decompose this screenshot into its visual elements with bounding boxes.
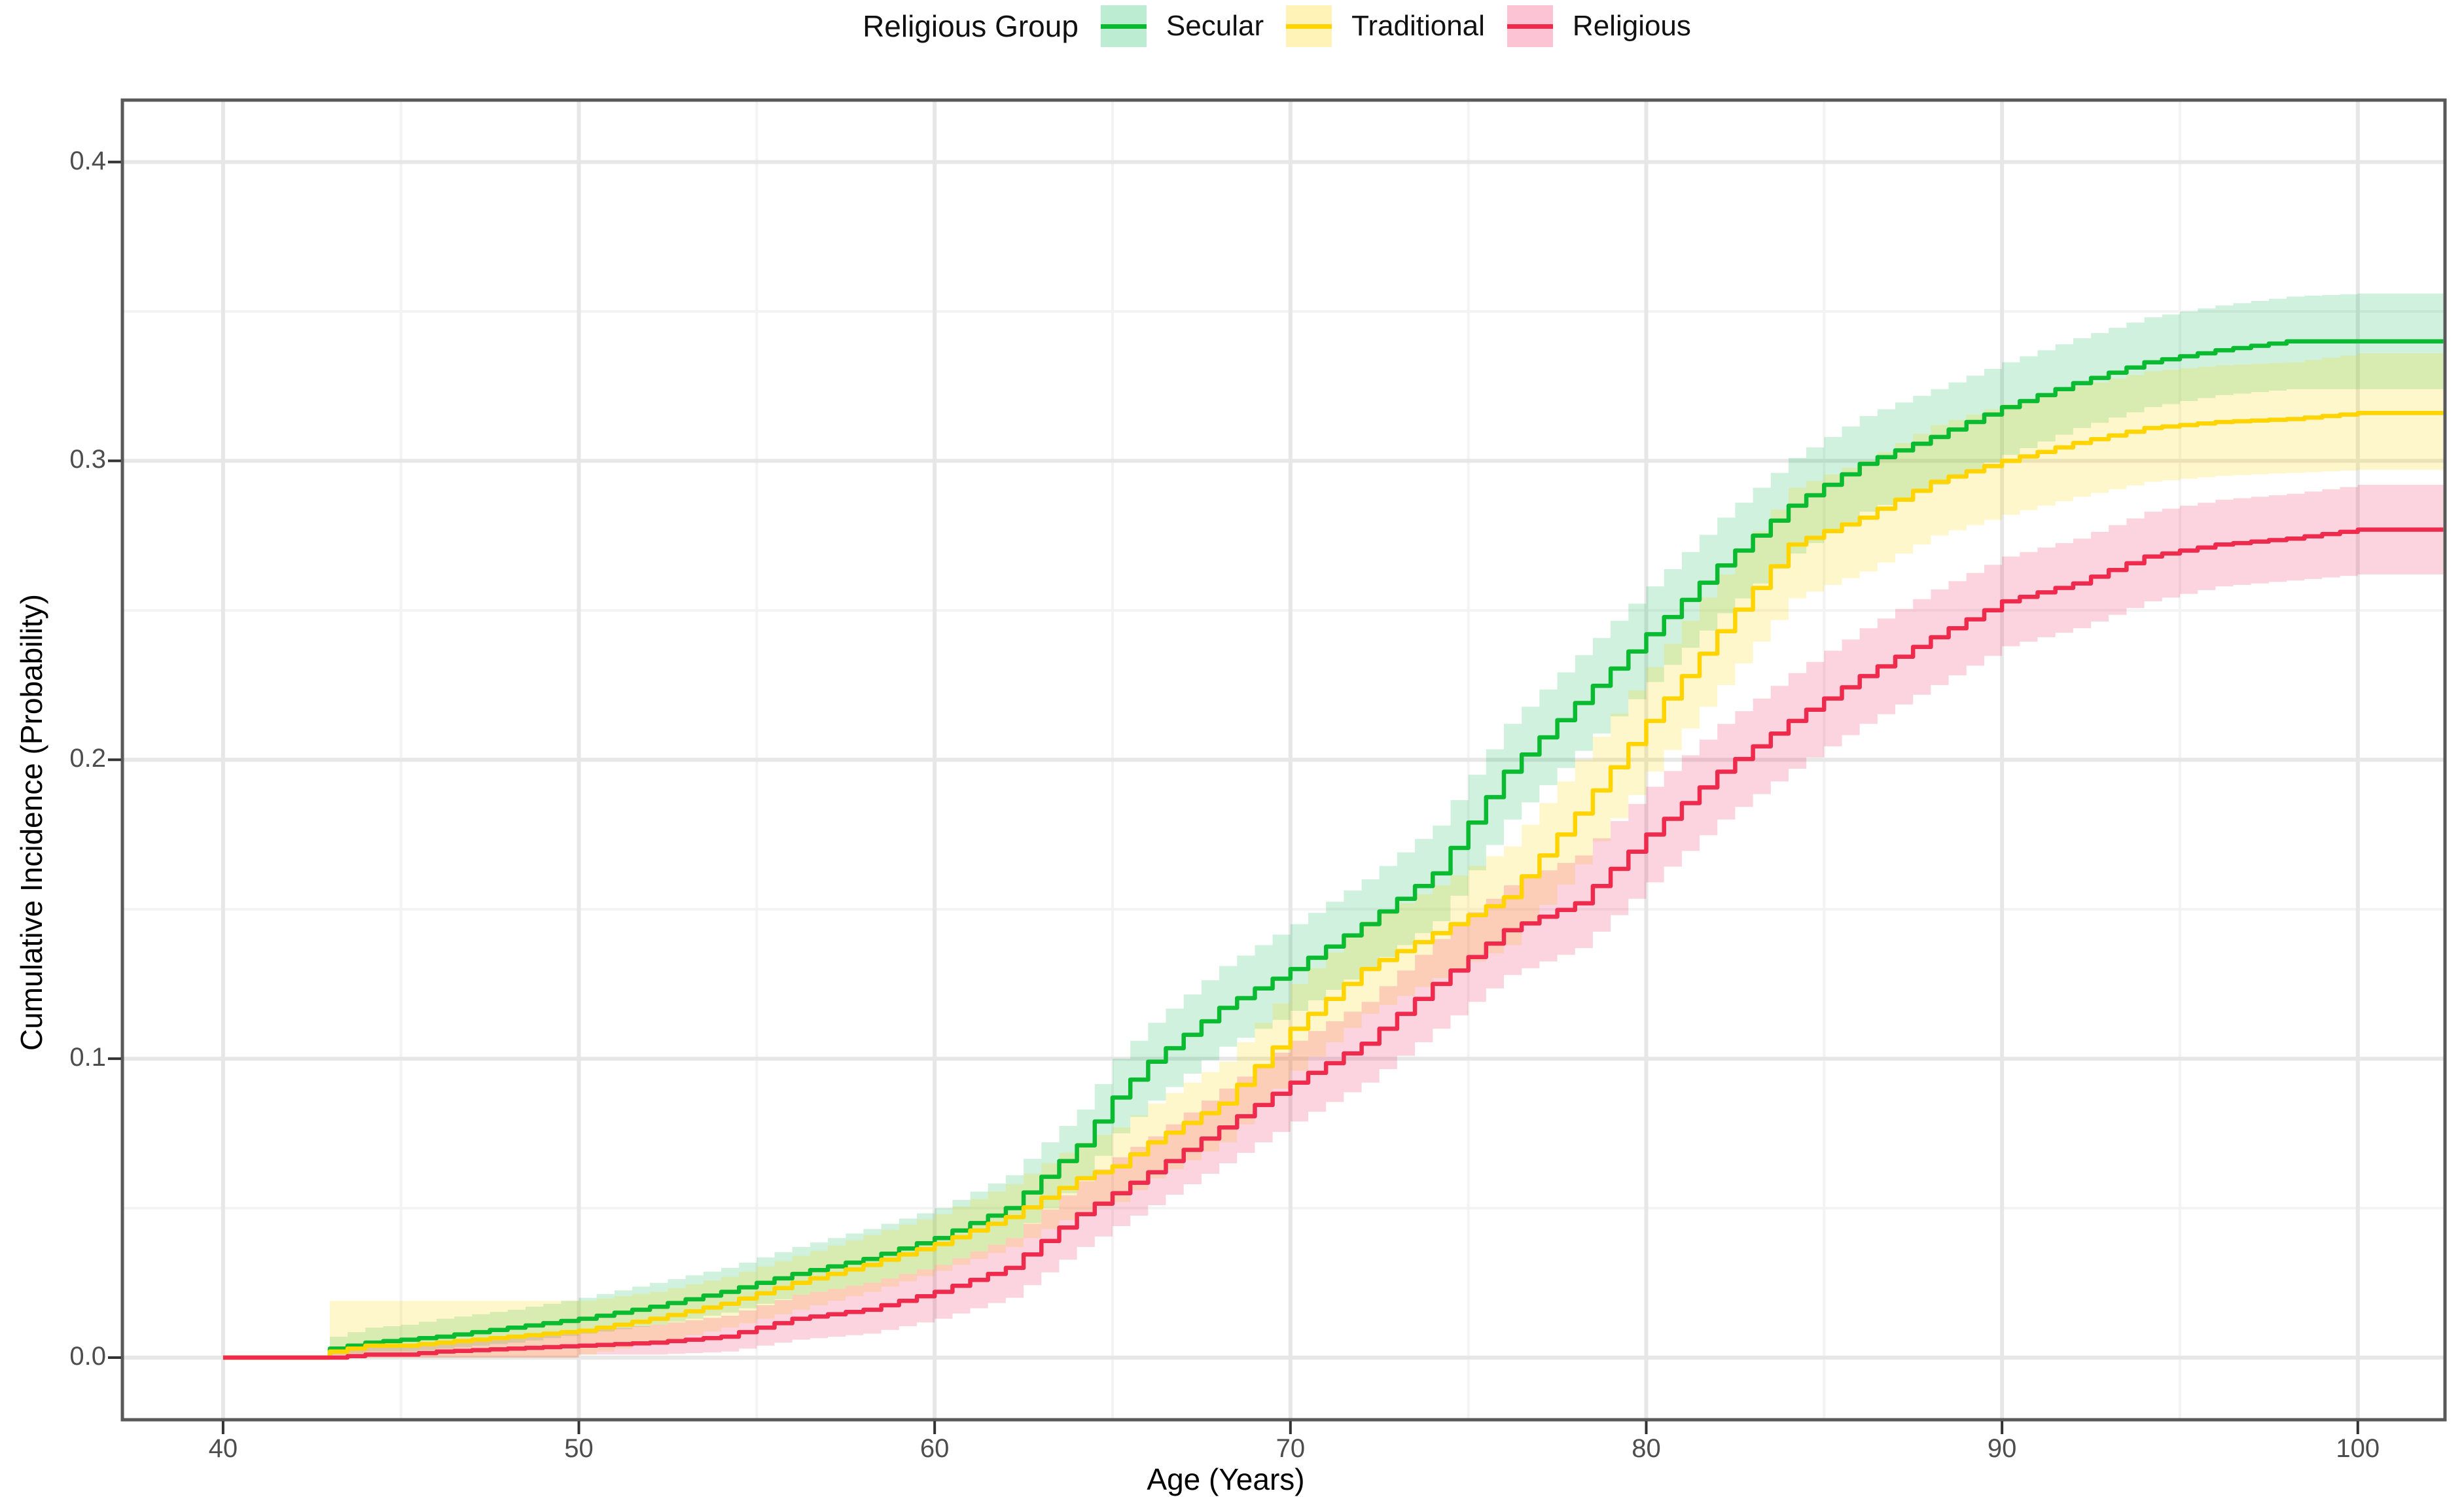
legend-title: Religious Group: [863, 9, 1079, 43]
x-tick-label: 70: [1276, 1434, 1306, 1463]
y-axis-title: Cumulative Incidence (Probability): [14, 594, 48, 1051]
religious-line-icon: [1507, 24, 1553, 29]
religious-curve: [223, 527, 2444, 1360]
legend-item-secular: Secular: [1100, 5, 1264, 47]
legend-label-traditional: Traditional: [1351, 10, 1485, 42]
traditional-confidence-band: [223, 353, 2444, 1358]
x-tick-label: 50: [564, 1434, 594, 1463]
y-tick-label: 0.4: [69, 146, 106, 175]
legend-label-secular: Secular: [1166, 10, 1264, 42]
traditional-line-icon: [1286, 24, 1332, 29]
y-tick-label: 0.3: [69, 445, 106, 474]
x-tick-label: 40: [208, 1434, 238, 1463]
legend-key-religious-swatch: [1507, 5, 1553, 47]
legend: Religious Group Secular Traditional Reli…: [0, 5, 2462, 47]
legend-item-traditional: Traditional: [1286, 5, 1485, 47]
x-tick-label: 100: [2336, 1434, 2380, 1463]
religious-confidence-band: [223, 485, 2444, 1358]
legend-key-traditional-swatch: [1286, 5, 1332, 47]
legend-label-religious: Religious: [1572, 10, 1691, 42]
traditional-curve: [223, 411, 2444, 1360]
x-tick-label: 80: [1632, 1434, 1661, 1463]
secular-line-icon: [1100, 24, 1147, 29]
x-axis-title: Age (Years): [1147, 1462, 1305, 1496]
y-tick-label: 0.1: [69, 1043, 106, 1072]
x-tick-label: 90: [1987, 1434, 2017, 1463]
legend-key-secular-swatch: [1100, 5, 1147, 47]
legend-item-religious: Religious: [1507, 5, 1691, 47]
x-tick-label: 60: [919, 1434, 950, 1463]
y-tick-label: 0.2: [69, 744, 106, 773]
y-tick-label: 0.0: [69, 1341, 106, 1371]
secular-curve: [223, 339, 2444, 1360]
